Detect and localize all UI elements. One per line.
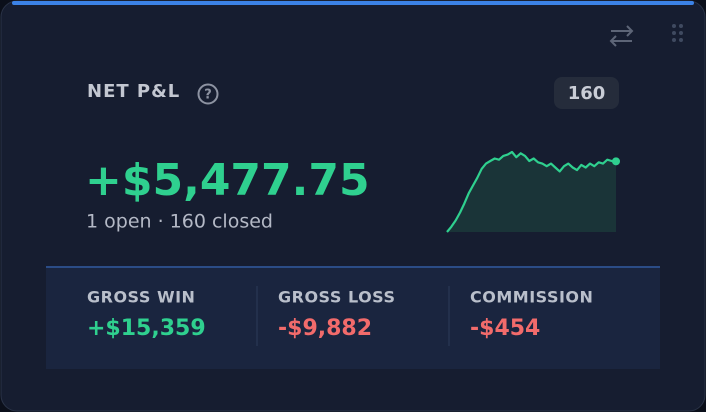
stat-label: GROSS LOSS — [278, 288, 396, 307]
drag-handle[interactable] — [672, 24, 683, 42]
badge-bg — [554, 77, 619, 109]
sparkline-area — [447, 152, 616, 232]
swap-icon[interactable] — [609, 25, 634, 47]
net-subtitle: 1 open · 160 closed — [86, 211, 273, 233]
stat-value: +$15,359 — [87, 316, 206, 341]
stats: GROSS WIN +$15,359 GROSS LOSS -$9,882 COMMIS… — [87, 288, 593, 342]
sparkline — [446, 150, 620, 233]
net-value: +$5,477.75 — [85, 155, 370, 206]
stat-label: COMMISSION — [470, 288, 593, 307]
svg-text:?: ? — [204, 88, 212, 103]
stat-value: -$454 — [470, 316, 540, 341]
stat-label: GROSS WIN — [87, 288, 195, 307]
help-icon[interactable]: ? — [197, 83, 219, 105]
sparkline-line — [446, 150, 617, 233]
stat-value: -$9,882 — [278, 316, 372, 341]
title: NET P&L — [87, 81, 180, 102]
sparkline-end — [612, 157, 620, 166]
badge: 160 — [568, 83, 606, 104]
stats-panel — [46, 266, 660, 369]
